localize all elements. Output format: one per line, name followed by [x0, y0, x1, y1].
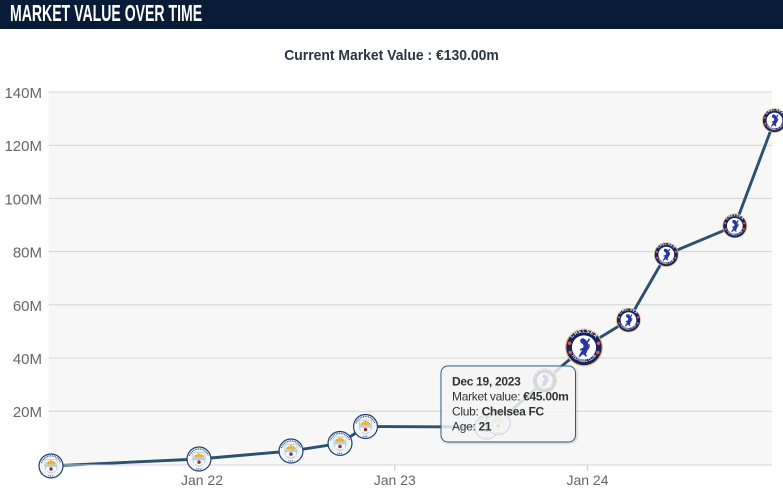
svg-text:140M: 140M: [4, 85, 42, 102]
svg-text:Jan 24: Jan 24: [566, 472, 608, 488]
svg-text:120M: 120M: [4, 138, 42, 155]
svg-text:60M: 60M: [13, 298, 42, 315]
svg-text:Market value: €45.00m: Market value: €45.00m: [452, 390, 568, 404]
svg-text:100M: 100M: [4, 191, 42, 208]
svg-text:Dec 19, 2023: Dec 19, 2023: [452, 375, 521, 389]
svg-text:Age: 21: Age: 21: [452, 419, 492, 433]
svg-text:Club: Chelsea FC: Club: Chelsea FC: [452, 404, 545, 418]
svg-text:40M: 40M: [13, 351, 42, 368]
svg-text:Jan 23: Jan 23: [374, 472, 416, 488]
svg-text:20M: 20M: [13, 404, 42, 421]
svg-text:80M: 80M: [13, 245, 42, 262]
svg-text:Jan 22: Jan 22: [181, 472, 223, 488]
